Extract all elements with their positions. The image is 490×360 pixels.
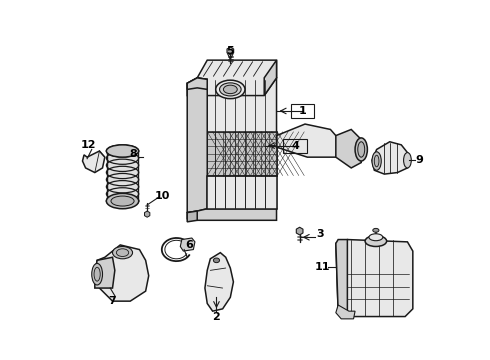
Polygon shape <box>276 124 341 157</box>
Text: 12: 12 <box>81 140 97 150</box>
Text: 4: 4 <box>291 141 299 150</box>
Polygon shape <box>372 142 408 174</box>
Polygon shape <box>180 238 195 251</box>
Text: 11: 11 <box>315 261 330 271</box>
Ellipse shape <box>355 138 368 161</box>
Polygon shape <box>336 130 361 168</box>
Text: 6: 6 <box>186 240 194 250</box>
Polygon shape <box>95 245 149 301</box>
Polygon shape <box>95 257 115 288</box>
Polygon shape <box>187 209 276 220</box>
Polygon shape <box>82 151 105 172</box>
Ellipse shape <box>365 236 387 247</box>
Polygon shape <box>336 239 413 316</box>
Ellipse shape <box>220 83 241 96</box>
Polygon shape <box>187 78 207 89</box>
Text: 9: 9 <box>416 155 424 165</box>
Text: 3: 3 <box>317 229 324 239</box>
Ellipse shape <box>92 264 102 285</box>
Ellipse shape <box>372 152 381 170</box>
Ellipse shape <box>94 267 100 281</box>
Polygon shape <box>197 78 207 211</box>
Ellipse shape <box>213 258 220 263</box>
Text: 2: 2 <box>213 311 220 321</box>
Polygon shape <box>187 211 197 222</box>
Polygon shape <box>205 253 233 311</box>
Bar <box>107 151 138 201</box>
Ellipse shape <box>111 196 134 206</box>
Ellipse shape <box>358 142 365 157</box>
Ellipse shape <box>374 155 379 167</box>
Text: 8: 8 <box>129 149 137 159</box>
Polygon shape <box>207 176 276 209</box>
Polygon shape <box>264 60 276 95</box>
Ellipse shape <box>373 228 379 232</box>
Bar <box>207 132 276 176</box>
Text: 7: 7 <box>109 296 117 306</box>
Ellipse shape <box>223 85 237 94</box>
Ellipse shape <box>369 234 383 241</box>
Polygon shape <box>336 239 347 316</box>
Ellipse shape <box>106 145 139 157</box>
Ellipse shape <box>106 193 139 209</box>
Text: 10: 10 <box>155 191 170 201</box>
Polygon shape <box>187 78 207 213</box>
Ellipse shape <box>117 249 129 256</box>
Polygon shape <box>207 78 276 209</box>
Polygon shape <box>336 305 355 319</box>
Text: 1: 1 <box>299 106 307 116</box>
Polygon shape <box>187 60 276 95</box>
Ellipse shape <box>216 80 245 99</box>
Ellipse shape <box>113 247 132 259</box>
Ellipse shape <box>404 153 411 168</box>
Text: 5: 5 <box>226 46 234 56</box>
